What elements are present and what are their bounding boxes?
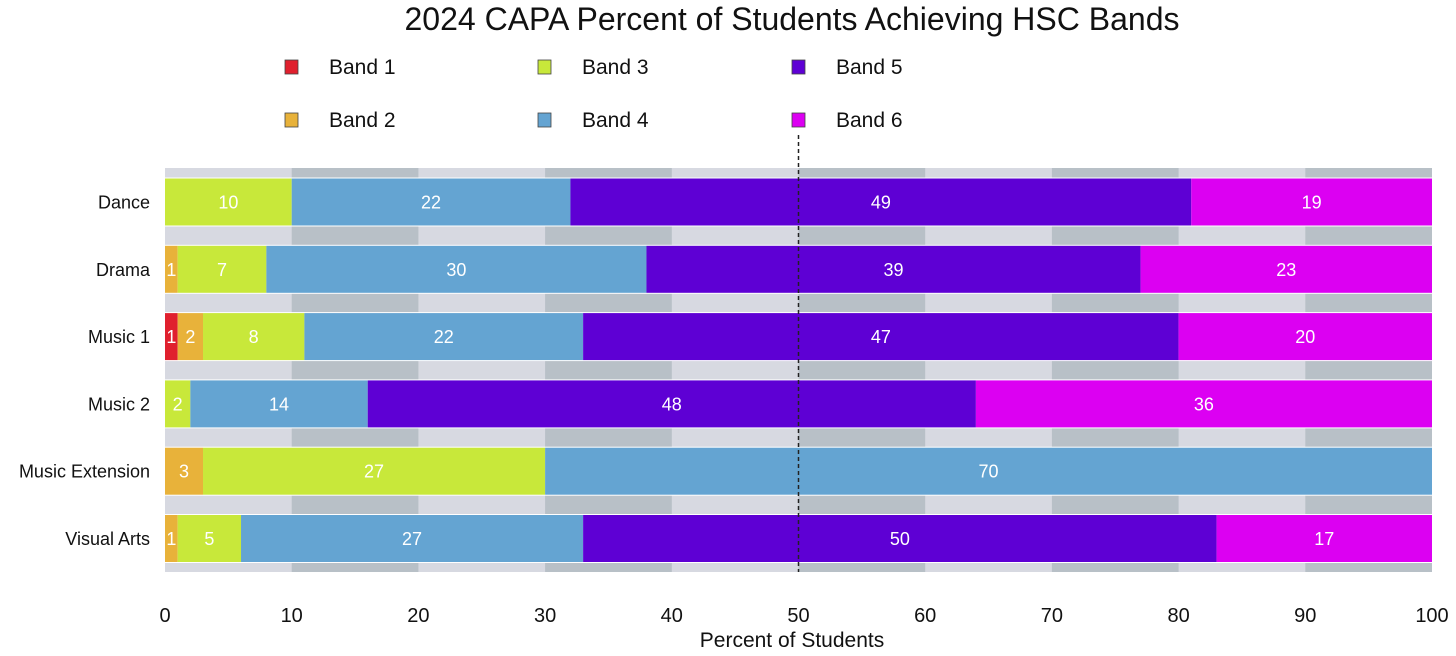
grid-band <box>1051 168 1179 572</box>
category-label: Music 1 <box>88 327 150 347</box>
bar-value-label: 22 <box>434 327 454 347</box>
bar-segment <box>241 515 584 562</box>
category-label: Dance <box>98 193 150 213</box>
bar-value-label: 2 <box>173 394 183 414</box>
bar-value-label: 50 <box>890 529 910 549</box>
bar-value-label: 22 <box>421 193 441 213</box>
legend-label: Band 1 <box>329 56 396 79</box>
x-tick-label: 70 <box>1041 605 1063 627</box>
legend-label: Band 4 <box>582 109 649 132</box>
x-tick-label: 100 <box>1415 605 1448 627</box>
bar-segment <box>203 447 546 495</box>
bar-segment <box>165 380 191 428</box>
bar-segment <box>304 313 584 361</box>
grid-band <box>291 168 419 572</box>
bar-value-label: 5 <box>204 529 214 549</box>
bar-value-label: 27 <box>364 462 384 482</box>
bar-segment <box>165 447 204 495</box>
legend-swatch <box>791 112 806 128</box>
bar-value-label: 2 <box>185 327 195 347</box>
bar-value-label: 39 <box>884 260 904 280</box>
bar-segment <box>583 313 1179 361</box>
legend-label: Band 3 <box>582 56 649 79</box>
category-label: Visual Arts <box>65 529 150 549</box>
bar-value-label: 17 <box>1314 529 1334 549</box>
bar-value-label: 27 <box>402 529 422 549</box>
legend-label: Band 5 <box>836 56 903 79</box>
bar-segment <box>570 178 1192 226</box>
bar-value-label: 23 <box>1276 260 1296 280</box>
bar-value-label: 1 <box>166 327 176 347</box>
legend-label: Band 6 <box>836 109 903 132</box>
bar-value-label: 8 <box>249 327 259 347</box>
bar-segment <box>165 178 292 226</box>
legend-swatch <box>284 59 299 75</box>
bar-label-layer: 10 22 49 191 7 30 39 231 2 8 22 47 202 14 48 363 27 701 5 2… <box>166 193 1334 550</box>
bar-segment <box>177 245 267 293</box>
x-tick-label: 40 <box>661 605 683 627</box>
bar-value-label: 1 <box>166 260 176 280</box>
legend: Band 1 Band 2 Band 3 Band 4 Band 5 Band 6 <box>284 56 903 132</box>
bar-segment <box>190 380 368 428</box>
bar-segment <box>545 447 1432 495</box>
chart-title: 2024 CAPA Percent of Students Achieving … <box>405 1 1180 37</box>
bar-layer <box>165 177 1432 563</box>
bar-segment <box>165 245 178 293</box>
legend-label: Band 2 <box>329 109 396 132</box>
bar-value-label: 14 <box>269 394 289 414</box>
bar-value-label: 7 <box>217 260 227 280</box>
bar-value-label: 3 <box>179 462 189 482</box>
bar-segment <box>975 380 1432 428</box>
bar-value-label: 49 <box>871 193 891 213</box>
bar-segment <box>1191 178 1432 226</box>
bar-value-label: 1 <box>166 529 176 549</box>
x-tick-label: 30 <box>534 605 556 627</box>
legend-swatch <box>537 112 552 128</box>
grid-band <box>545 168 672 572</box>
grid-band <box>1305 168 1432 572</box>
x-tick-label: 60 <box>914 605 936 627</box>
x-axis-label: Percent of Students <box>700 629 884 652</box>
bar-segment <box>203 313 305 361</box>
bar-segment <box>165 313 178 361</box>
bar-value-label: 10 <box>218 193 238 213</box>
bar-value-label: 48 <box>662 394 682 414</box>
x-tick-label: 20 <box>407 605 429 627</box>
bar-value-label: 20 <box>1295 327 1315 347</box>
category-label: Music 2 <box>88 394 150 414</box>
bar-value-label: 30 <box>446 260 466 280</box>
legend-swatch <box>791 59 806 75</box>
bar-segment <box>165 515 178 562</box>
x-tick-label: 50 <box>787 605 809 627</box>
legend-swatch <box>284 112 299 128</box>
bar-segment <box>1140 245 1432 293</box>
x-tick-label: 0 <box>159 605 170 627</box>
legend-swatch <box>537 59 552 75</box>
bar-value-label: 19 <box>1302 193 1322 213</box>
category-label: Music Extension <box>19 462 150 482</box>
bar-value-label: 47 <box>871 327 891 347</box>
bar-segment <box>646 245 1141 293</box>
x-tick-label: 80 <box>1167 605 1189 627</box>
bar-value-label: 70 <box>979 462 999 482</box>
bar-segment <box>177 313 204 361</box>
bar-segment <box>266 245 647 293</box>
bar-segment <box>367 380 976 428</box>
x-tick-label: 90 <box>1294 605 1316 627</box>
grid-band <box>798 168 926 572</box>
bar-segment <box>291 178 571 226</box>
bar-value-label: 36 <box>1194 394 1214 414</box>
bar-segment <box>1216 515 1432 562</box>
bar-segment <box>177 515 242 562</box>
x-axis: 0 10 20 30 40 50 60 70 80 90 100 <box>159 605 1448 627</box>
category-axis: Dance Drama Music 1 Music 2 Music Extension V… <box>19 193 151 550</box>
bar-segment <box>583 515 1217 562</box>
bar-segment <box>1178 313 1432 361</box>
category-label: Drama <box>96 260 151 280</box>
x-tick-label: 10 <box>281 605 303 627</box>
